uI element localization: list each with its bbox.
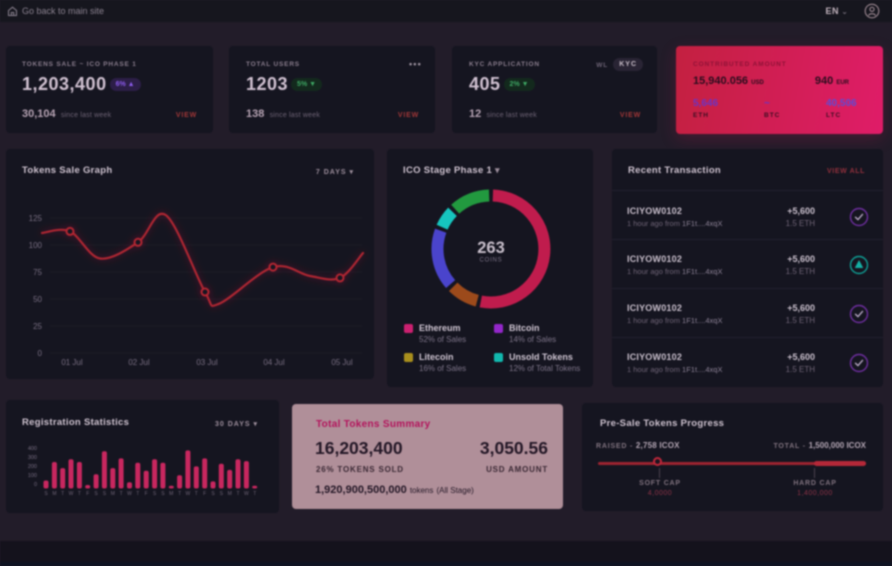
svg-text:T: T xyxy=(120,491,123,497)
svg-text:03 Jul: 03 Jul xyxy=(196,358,218,367)
svg-text:100: 100 xyxy=(29,241,43,250)
svg-text:100: 100 xyxy=(28,473,37,479)
svg-text:W: W xyxy=(69,491,74,497)
svg-text:0: 0 xyxy=(38,349,43,358)
svg-text:M: M xyxy=(228,491,232,497)
svg-text:S: S xyxy=(94,491,98,497)
svg-text:COINS: COINS xyxy=(479,258,502,264)
svg-text:125: 125 xyxy=(29,214,43,223)
svg-text:263: 263 xyxy=(477,239,505,257)
svg-text:0: 0 xyxy=(34,482,37,488)
svg-text:S: S xyxy=(161,491,165,497)
svg-text:T: T xyxy=(195,491,198,497)
svg-text:S: S xyxy=(220,491,224,497)
svg-text:T: T xyxy=(136,491,139,497)
svg-text:S: S xyxy=(103,491,107,497)
svg-text:M: M xyxy=(169,491,173,497)
svg-text:M: M xyxy=(52,491,56,497)
svg-text:75: 75 xyxy=(33,268,42,277)
svg-text:50: 50 xyxy=(33,295,42,304)
svg-text:M: M xyxy=(111,491,115,497)
svg-text:300: 300 xyxy=(28,455,37,461)
svg-text:W: W xyxy=(186,491,191,497)
svg-text:05 Jul: 05 Jul xyxy=(331,358,353,367)
svg-text:T: T xyxy=(253,491,256,497)
svg-text:04 Jul: 04 Jul xyxy=(263,358,285,367)
svg-text:02 Jul: 02 Jul xyxy=(128,358,150,367)
svg-text:F: F xyxy=(145,491,148,497)
svg-text:S: S xyxy=(211,491,215,497)
svg-text:F: F xyxy=(86,491,89,497)
svg-text:T: T xyxy=(78,491,81,497)
svg-text:T: T xyxy=(178,491,181,497)
svg-text:T: T xyxy=(236,491,239,497)
svg-text:T: T xyxy=(61,491,64,497)
svg-text:W: W xyxy=(127,491,132,497)
svg-text:25: 25 xyxy=(33,322,42,331)
svg-text:W: W xyxy=(244,491,249,497)
svg-text:S: S xyxy=(153,491,157,497)
svg-text:200: 200 xyxy=(28,464,37,470)
svg-text:S: S xyxy=(44,491,48,497)
svg-text:F: F xyxy=(203,491,206,497)
svg-text:01 Jul: 01 Jul xyxy=(61,358,83,367)
svg-text:400: 400 xyxy=(28,446,37,452)
